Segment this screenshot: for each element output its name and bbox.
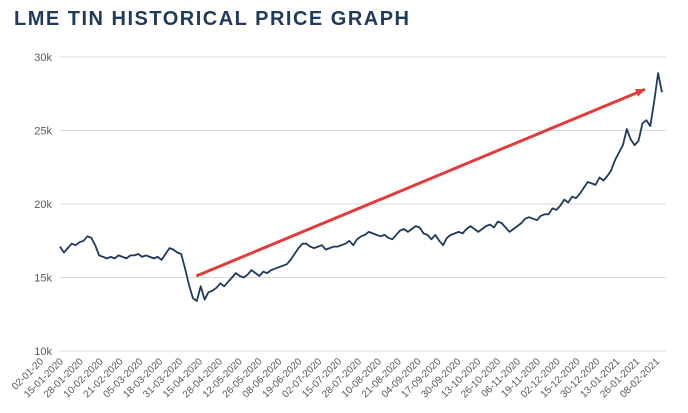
- series-group: [59, 72, 663, 302]
- y-tick-label: 30k: [34, 52, 52, 64]
- grid: [60, 56, 666, 352]
- x-axis-labels: 02-01-2015-01-202028-01-202010-02-202021…: [10, 356, 662, 400]
- y-tick-label: 15k: [34, 273, 52, 285]
- price-series-line: [59, 72, 663, 302]
- y-tick-label: 25k: [34, 126, 52, 138]
- annotation-group: [195, 88, 646, 278]
- y-tick-label: 10k: [34, 346, 52, 358]
- trend-arrow: [195, 88, 646, 278]
- y-tick-label: 20k: [34, 199, 52, 211]
- chart-title: LME TIN HISTORICAL PRICE GRAPH: [14, 8, 411, 30]
- y-axis-labels: 10k 15k 20k 25k 30k: [34, 52, 52, 358]
